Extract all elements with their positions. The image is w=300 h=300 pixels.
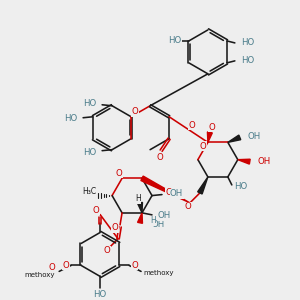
Text: OH: OH (258, 157, 271, 166)
Text: O: O (157, 153, 164, 162)
Text: O: O (104, 246, 110, 255)
Text: OH: OH (248, 132, 261, 141)
Text: O: O (93, 206, 100, 215)
Text: O: O (116, 169, 122, 178)
Text: O: O (200, 142, 206, 151)
Text: O: O (112, 223, 118, 232)
Text: OH: OH (158, 212, 171, 220)
Text: O: O (48, 263, 55, 272)
Polygon shape (228, 135, 241, 142)
Text: O: O (208, 123, 215, 132)
Text: HO: HO (168, 36, 182, 45)
Polygon shape (207, 132, 212, 142)
Text: HO: HO (234, 182, 247, 191)
Text: HO: HO (241, 38, 254, 47)
Polygon shape (138, 213, 142, 223)
Text: methoxy: methoxy (25, 272, 55, 278)
Text: O: O (131, 261, 138, 270)
Text: HO: HO (83, 99, 96, 108)
Polygon shape (141, 176, 190, 203)
Text: H: H (150, 216, 156, 225)
Text: O: O (62, 261, 69, 270)
Text: H₃C: H₃C (82, 187, 96, 196)
Text: OH: OH (152, 220, 165, 229)
Text: O: O (166, 188, 172, 197)
Text: O: O (184, 202, 191, 211)
Polygon shape (238, 159, 250, 164)
Polygon shape (138, 202, 142, 213)
Text: O: O (188, 121, 195, 130)
Text: H: H (135, 194, 141, 203)
Text: HO: HO (94, 290, 107, 299)
Text: O: O (132, 107, 139, 116)
Text: methoxy: methoxy (143, 270, 174, 276)
Text: HO: HO (83, 148, 96, 157)
Text: HO: HO (64, 114, 77, 123)
Polygon shape (198, 177, 208, 194)
Text: HO: HO (241, 56, 254, 65)
Text: OH: OH (170, 189, 183, 198)
